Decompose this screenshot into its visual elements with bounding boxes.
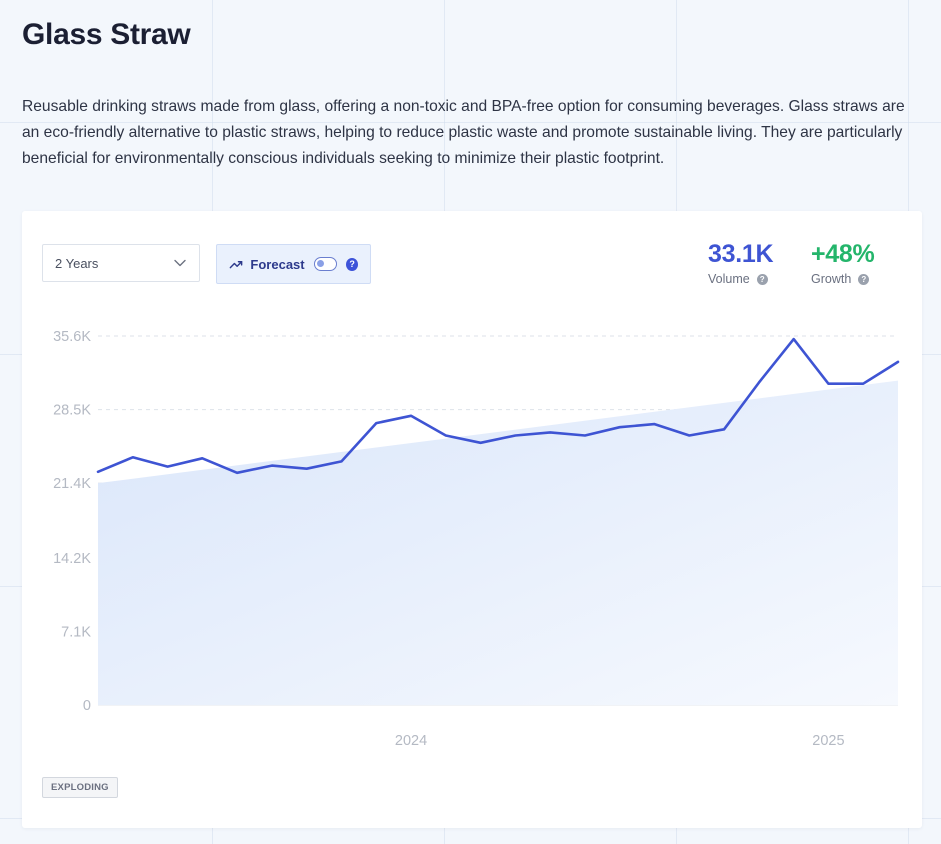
forecast-help-icon[interactable]: ? [346,257,358,271]
y-tick-label: 7.1K [61,624,91,640]
trending-up-icon [229,261,243,269]
x-tick-label: 2025 [812,733,844,749]
volume-help-icon[interactable]: ? [756,273,768,285]
trend-chart-card: 2 Years Forecast ? 33.1K Volume ? +48% G… [22,211,922,828]
forecast-toggle[interactable] [313,257,338,271]
time-range-dropdown[interactable]: 2 Years [42,244,200,282]
y-tick-label: 14.2K [53,551,91,567]
forecast-label: Forecast [250,256,305,272]
y-tick-label: 0 [83,698,91,714]
y-tick-label: 28.5K [53,403,91,419]
chevron-down-icon [174,259,186,267]
exploding-badge: EXPLODING [42,777,118,798]
volume-line [96,337,900,475]
volume-value: 33.1K [708,240,774,268]
trend-area [98,380,898,705]
time-range-value: 2 Years [55,255,99,271]
y-tick-label: 35.6K [53,329,91,345]
volume-stat: 33.1K Volume ? [708,239,774,286]
page-title: Glass Straw [22,18,191,51]
x-tick-label: 2024 [395,733,427,749]
search-volume-chart: 0 7.1K 14.2K 21.4K 28.5K 35.6K 2024 2025 [53,329,900,749]
growth-help-icon[interactable]: ? [858,273,870,285]
y-tick-label: 21.4K [53,476,91,492]
toggle-knob [316,260,324,267]
growth-label: Growth [811,272,852,286]
volume-label: Volume [708,272,750,286]
growth-value: +48% [811,240,875,268]
growth-stat: +48% Growth ? [811,239,875,286]
forecast-control: Forecast ? [216,244,371,284]
page-description: Reusable drinking straws made from glass… [22,98,905,167]
